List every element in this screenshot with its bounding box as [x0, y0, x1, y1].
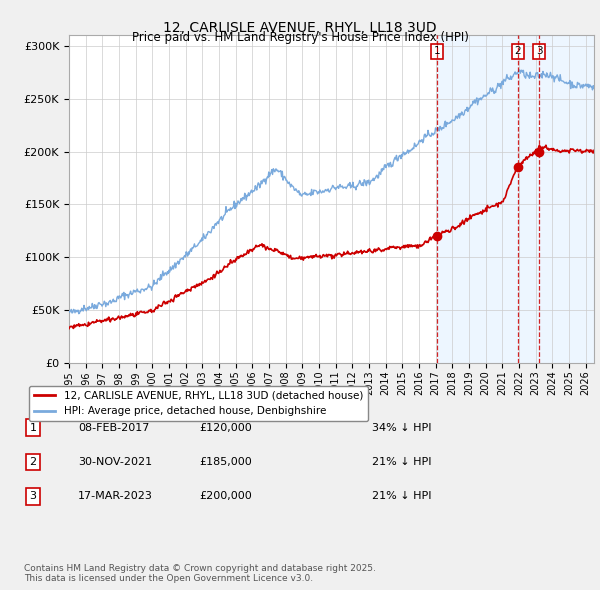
Text: 34% ↓ HPI: 34% ↓ HPI — [372, 423, 431, 432]
Text: 2: 2 — [29, 457, 37, 467]
Text: 08-FEB-2017: 08-FEB-2017 — [78, 423, 149, 432]
Text: £185,000: £185,000 — [199, 457, 252, 467]
Text: 1: 1 — [434, 46, 440, 56]
Text: 21% ↓ HPI: 21% ↓ HPI — [372, 491, 431, 501]
Text: 12, CARLISLE AVENUE, RHYL, LL18 3UD: 12, CARLISLE AVENUE, RHYL, LL18 3UD — [163, 21, 437, 35]
Text: £120,000: £120,000 — [199, 423, 252, 432]
Text: 21% ↓ HPI: 21% ↓ HPI — [372, 457, 431, 467]
Bar — [437, 35, 594, 363]
Text: £200,000: £200,000 — [199, 491, 252, 501]
Text: 3: 3 — [536, 46, 542, 56]
Text: 2: 2 — [514, 46, 521, 56]
Text: Contains HM Land Registry data © Crown copyright and database right 2025.
This d: Contains HM Land Registry data © Crown c… — [24, 563, 376, 583]
Text: 1: 1 — [29, 423, 37, 432]
Text: Price paid vs. HM Land Registry's House Price Index (HPI): Price paid vs. HM Land Registry's House … — [131, 31, 469, 44]
Text: 17-MAR-2023: 17-MAR-2023 — [78, 491, 153, 501]
Text: 30-NOV-2021: 30-NOV-2021 — [78, 457, 152, 467]
Legend: 12, CARLISLE AVENUE, RHYL, LL18 3UD (detached house), HPI: Average price, detach: 12, CARLISLE AVENUE, RHYL, LL18 3UD (det… — [29, 386, 368, 421]
Text: 3: 3 — [29, 491, 37, 501]
